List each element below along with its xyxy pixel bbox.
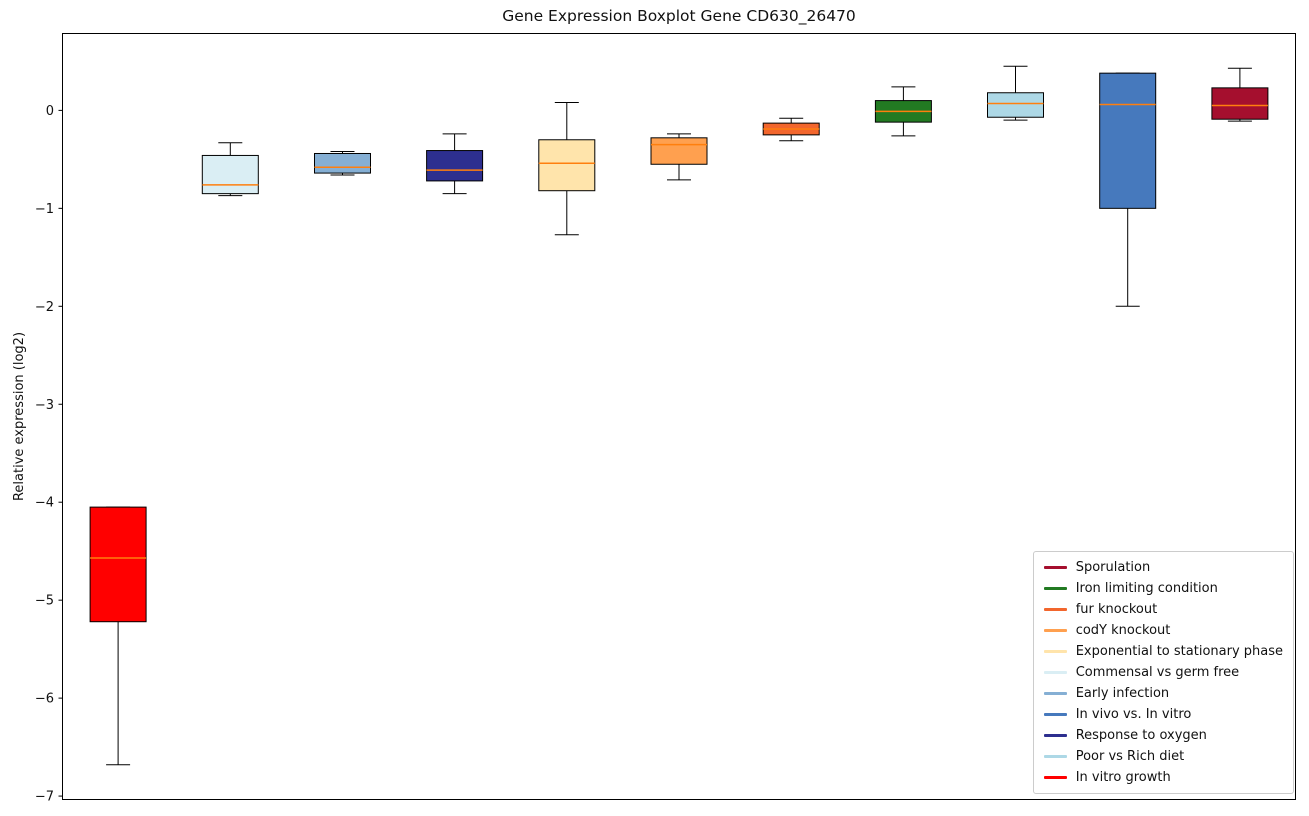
boxplot-series-0 [89, 506, 147, 766]
boxplot-series-7 [874, 86, 932, 137]
y-tick-label: −4 [35, 496, 54, 511]
box [538, 139, 596, 192]
y-tick-label: −5 [35, 594, 54, 609]
plot-area: 0 −1 −2 −3 −4 −5 −6 −7 [35, 33, 1296, 805]
box [987, 92, 1044, 118]
box [426, 150, 484, 182]
legend-swatch [1043, 671, 1067, 674]
legend-item: In vivo vs. In vitro [1043, 706, 1283, 723]
boxplot-series-1 [201, 142, 259, 197]
legend-item: Early infection [1043, 685, 1283, 702]
box [89, 506, 147, 623]
legend-swatch [1043, 713, 1067, 716]
legend-label: fur knockout [1075, 602, 1158, 617]
legend-swatch [1043, 755, 1067, 758]
legend-label: Iron limiting condition [1075, 581, 1218, 596]
y-tick-label: 0 [46, 104, 54, 119]
legend-item: codY knockout [1043, 622, 1283, 639]
y-tick-label: −7 [35, 790, 54, 805]
legend-item: Response to oxygen [1043, 727, 1283, 744]
legend-label: In vivo vs. In vitro [1075, 707, 1192, 722]
legend-swatch [1043, 692, 1067, 695]
legend-swatch [1043, 566, 1067, 569]
legend-swatch [1043, 650, 1067, 653]
legend-swatch [1043, 608, 1067, 611]
legend-swatch [1043, 776, 1067, 779]
boxplot-series-8 [987, 65, 1044, 121]
legend-item: Sporulation [1043, 559, 1283, 576]
boxplot-series-2 [314, 151, 371, 176]
y-tick-label: −6 [35, 692, 54, 707]
legend-label: Response to oxygen [1075, 728, 1207, 743]
legend-swatch [1043, 734, 1067, 737]
legend-label: Early infection [1075, 686, 1170, 701]
boxplot-series-9 [1099, 72, 1157, 307]
y-axis-label: Relative expression (log2) [12, 331, 27, 502]
legend-label: In vitro growth [1075, 770, 1171, 785]
legend-swatch [1043, 629, 1067, 632]
legend-item: Poor vs Rich diet [1043, 748, 1283, 765]
box [201, 154, 259, 195]
boxplot-series-6 [762, 117, 820, 142]
y-tick-label: −2 [35, 300, 54, 315]
legend-label: Sporulation [1075, 560, 1151, 575]
legend-label: codY knockout [1075, 623, 1171, 638]
legend-box: Sporulation Iron limiting condition fur kn… [1032, 551, 1294, 794]
legend-item: Exponential to stationary phase [1043, 643, 1283, 660]
legend-label: Exponential to stationary phase [1075, 644, 1283, 659]
boxplot-series-10 [1211, 67, 1269, 122]
box [1099, 72, 1157, 209]
legend-item: fur knockout [1043, 601, 1283, 618]
boxplot-series-4 [538, 102, 596, 236]
box [1211, 87, 1269, 120]
legend-swatch [1043, 587, 1067, 590]
legend-item: In vitro growth [1043, 769, 1283, 786]
legend-item: Iron limiting condition [1043, 580, 1283, 597]
y-tick-label: −1 [35, 202, 54, 217]
y-tick-label: −3 [35, 398, 54, 413]
axes-frame [62, 33, 1296, 800]
box [314, 152, 371, 174]
box [650, 137, 708, 165]
boxplot-series-5 [650, 133, 708, 181]
chart-title: Gene Expression Boxplot Gene CD630_26470 [502, 7, 856, 25]
boxplot-series-3 [426, 133, 484, 195]
legend-item: Commensal vs germ free [1043, 664, 1283, 681]
legend-label: Poor vs Rich diet [1075, 749, 1185, 764]
legend-label: Commensal vs germ free [1075, 665, 1240, 680]
